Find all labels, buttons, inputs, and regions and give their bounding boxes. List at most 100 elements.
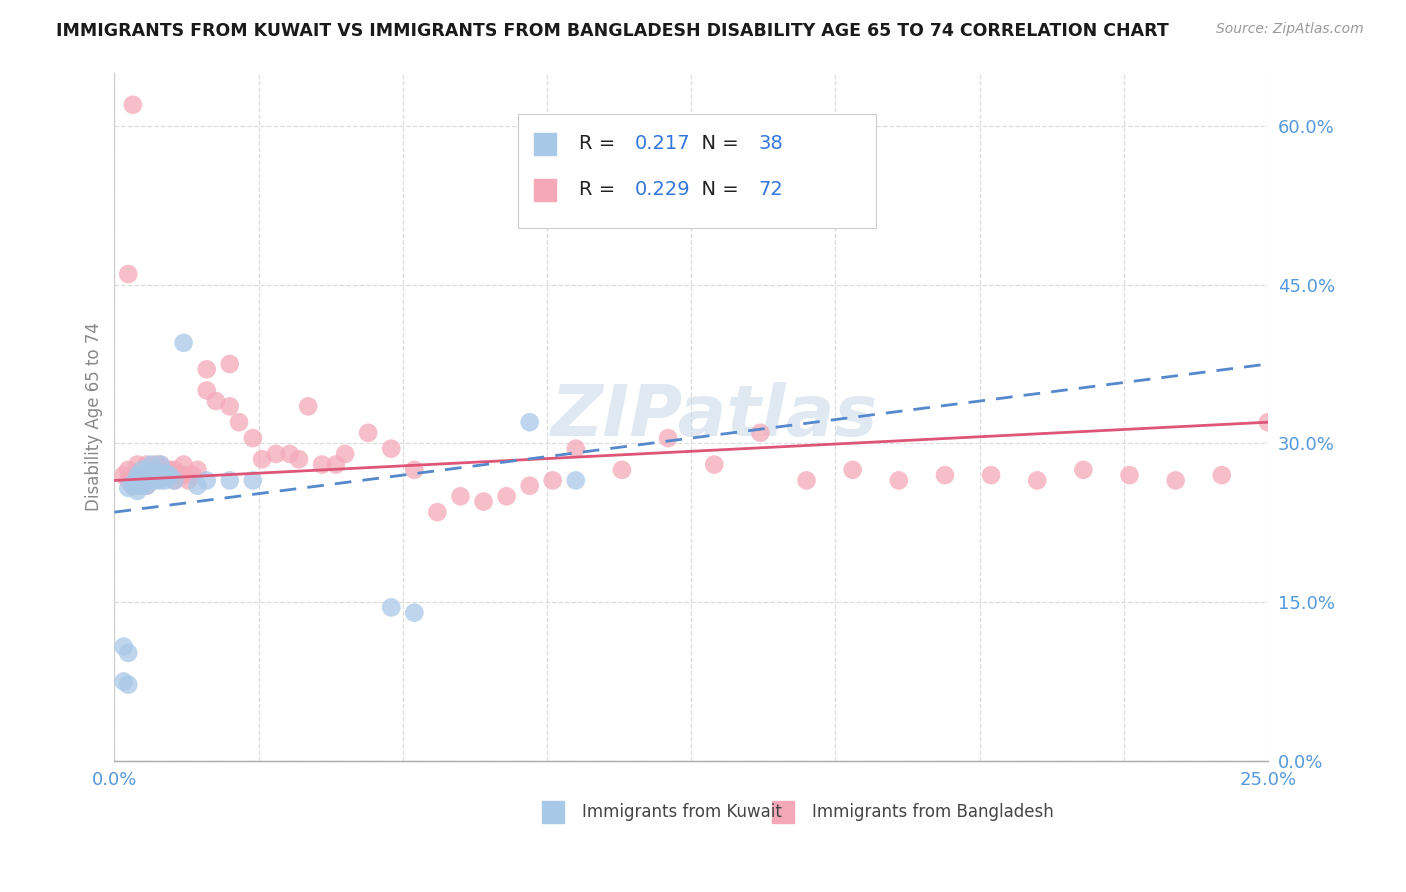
Point (135, 479, 157, 493)
Point (278, 447, 301, 461)
Point (117, 267, 139, 281)
Point (141, 458, 163, 472)
Point (141, 474, 163, 488)
Point (141, 468, 163, 483)
Point (519, 415, 541, 429)
Point (131, 468, 153, 483)
FancyBboxPatch shape (519, 114, 876, 227)
Text: 38: 38 (758, 135, 783, 153)
Point (195, 474, 218, 488)
Point (264, 447, 287, 461)
Point (841, 463, 863, 477)
Point (112, 468, 135, 483)
Point (380, 442, 402, 456)
Point (127, 474, 149, 488)
Text: Source: ZipAtlas.com: Source: ZipAtlas.com (1216, 22, 1364, 37)
Point (131, 474, 153, 488)
Point (131, 479, 153, 493)
Point (242, 474, 264, 488)
Point (205, 394, 228, 409)
Point (325, 458, 347, 472)
Point (117, 646, 139, 660)
Point (163, 474, 186, 488)
Point (135, 479, 157, 493)
Point (218, 400, 240, 414)
Y-axis label: Disability Age 65 to 74: Disability Age 65 to 74 (86, 323, 103, 511)
Point (149, 458, 172, 472)
Point (135, 470, 157, 484)
Point (135, 463, 157, 477)
Point (149, 458, 172, 472)
Point (426, 505, 449, 519)
Point (135, 458, 157, 472)
Point (311, 458, 333, 472)
Text: Immigrants from Kuwait: Immigrants from Kuwait (582, 804, 782, 822)
Point (141, 463, 163, 477)
Point (159, 463, 181, 477)
Point (218, 474, 240, 488)
Point (112, 640, 135, 654)
Point (163, 474, 186, 488)
Point (141, 468, 163, 483)
Point (149, 474, 172, 488)
Point (131, 468, 153, 483)
Point (112, 674, 135, 689)
Text: Immigrants from Bangladesh: Immigrants from Bangladesh (813, 804, 1054, 822)
Text: IMMIGRANTS FROM KUWAIT VS IMMIGRANTS FROM BANGLADESH DISABILITY AGE 65 TO 74 COR: IMMIGRANTS FROM KUWAIT VS IMMIGRANTS FRO… (56, 22, 1168, 40)
Text: 0.229: 0.229 (634, 180, 690, 200)
Point (657, 431, 679, 445)
Point (186, 463, 208, 477)
Point (495, 489, 517, 503)
Point (117, 481, 139, 495)
Point (173, 335, 195, 350)
Point (173, 468, 195, 483)
Text: 0.217: 0.217 (634, 135, 690, 153)
Point (145, 468, 167, 483)
Point (887, 474, 910, 488)
Point (177, 474, 200, 488)
Point (117, 678, 139, 692)
Point (288, 452, 311, 467)
Point (186, 479, 208, 493)
Point (145, 466, 167, 480)
Text: N =: N = (689, 135, 745, 153)
Point (153, 474, 176, 488)
Point (610, 463, 633, 477)
Point (1257, 415, 1279, 429)
Point (122, 97, 145, 112)
Text: 72: 72 (758, 180, 783, 200)
Point (117, 474, 139, 488)
Point (297, 400, 319, 414)
Text: N =: N = (689, 180, 745, 200)
Point (153, 463, 176, 477)
Point (141, 474, 163, 488)
Point (127, 474, 149, 488)
Point (404, 606, 426, 620)
Point (519, 479, 541, 493)
Point (404, 463, 426, 477)
Point (1211, 468, 1233, 483)
Point (472, 494, 495, 508)
Point (127, 483, 149, 498)
Point (1118, 468, 1140, 483)
Point (122, 479, 145, 493)
Point (131, 463, 153, 477)
Point (173, 458, 195, 472)
Point (242, 431, 264, 445)
Point (163, 463, 186, 477)
Point (167, 468, 190, 483)
Text: R =: R = (579, 135, 621, 153)
Point (159, 468, 181, 483)
Text: ZIPatlas: ZIPatlas (551, 383, 877, 451)
Point (127, 479, 149, 493)
Point (127, 468, 149, 483)
Point (565, 474, 588, 488)
Point (149, 468, 172, 483)
Point (218, 357, 240, 371)
Point (228, 415, 250, 429)
Point (565, 442, 588, 456)
Point (149, 463, 172, 477)
Point (357, 425, 380, 440)
Point (934, 468, 956, 483)
Point (333, 447, 356, 461)
